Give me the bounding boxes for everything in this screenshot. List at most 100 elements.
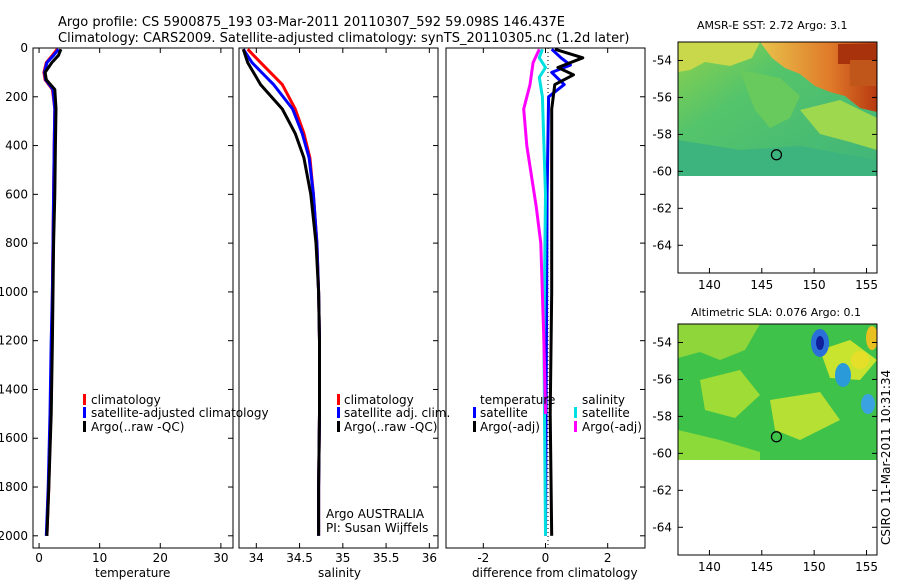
map-x-tick-label: 155 bbox=[855, 560, 878, 574]
series-line-argo-raw-qc- bbox=[43, 48, 63, 536]
sst-hot-patch bbox=[838, 44, 876, 64]
sla-low-eddy-2 bbox=[835, 363, 851, 387]
legend-heading-temperature: temperature bbox=[480, 393, 555, 407]
difference-legend: temperature satellite Argo(-adj) salinit… bbox=[473, 393, 642, 434]
map-x-tick-label: 140 bbox=[698, 278, 721, 292]
legend-label-satellite: satellite adj. clim. bbox=[344, 406, 450, 420]
sla-high-eddy bbox=[851, 351, 869, 369]
y-tick-label: 2000 bbox=[0, 529, 28, 543]
legend-swatch-climatology bbox=[337, 394, 340, 405]
sst-band-2 bbox=[800, 100, 877, 150]
salinity-plot-frame bbox=[238, 47, 439, 549]
map-x-tick-label: 140 bbox=[698, 560, 721, 574]
difference-series bbox=[522, 47, 645, 537]
sst-hot-patch-2 bbox=[850, 60, 876, 86]
sst-mild-region bbox=[678, 42, 760, 72]
map-y-tick-label: -56 bbox=[652, 90, 672, 104]
x-tick-label: 20 bbox=[153, 551, 168, 565]
legend-label-sal-argo: Argo(-adj) bbox=[582, 420, 642, 434]
y-tick-label: 200 bbox=[5, 90, 28, 104]
y-tick-label: 0 bbox=[20, 41, 28, 55]
temperature-plot-frame bbox=[32, 47, 234, 549]
argo-position-marker bbox=[770, 431, 783, 443]
x-tick-label: 30 bbox=[213, 551, 228, 565]
map-y-tick-label: -60 bbox=[652, 164, 672, 178]
salinity-axis-label: salinity bbox=[318, 566, 361, 580]
sst-map-frame bbox=[677, 41, 878, 274]
y-tick-label: 800 bbox=[5, 236, 28, 250]
sla-map-title: Altimetric SLA: 0.076 Argo: 0.1 bbox=[691, 306, 861, 319]
x-tick-label: 2 bbox=[604, 551, 612, 565]
legend-swatch-sal-argo bbox=[574, 421, 577, 432]
x-tick-label: 0 bbox=[35, 551, 43, 565]
difference-axis-label: difference from climatology bbox=[472, 566, 638, 580]
sla-high-3 bbox=[770, 392, 840, 440]
sst-band-1 bbox=[740, 70, 800, 128]
sla-low-eddy-3 bbox=[861, 394, 875, 414]
x-tick-label: 34 bbox=[249, 551, 264, 565]
map-y-tick-label: -58 bbox=[652, 409, 672, 423]
legend-label-temp-argo: Argo(-adj) bbox=[480, 420, 540, 434]
y-tick-label: 1400 bbox=[0, 382, 28, 396]
series-line-argo-raw-qc- bbox=[241, 48, 321, 536]
x-tick-label: 36 bbox=[422, 551, 437, 565]
header-line-2: Climatology: CARS2009. Satellite-adjuste… bbox=[58, 31, 630, 46]
map-y-tick-label: -60 bbox=[652, 446, 672, 460]
map-x-tick-label: 150 bbox=[803, 560, 826, 574]
difference-x-axis: -2 0 2 bbox=[477, 48, 612, 565]
legend-swatch-argo bbox=[337, 421, 340, 432]
x-tick-label: 35.5 bbox=[373, 551, 400, 565]
map-y-tick-label: -54 bbox=[652, 335, 672, 349]
sla-high-eddy-2 bbox=[866, 326, 877, 350]
sla-heatmap bbox=[678, 324, 877, 460]
legend-swatch-satellite bbox=[83, 407, 86, 418]
map-y-tick-label: -62 bbox=[652, 483, 672, 497]
sla-high-1 bbox=[678, 324, 760, 360]
sla-low-eddy-1-core bbox=[816, 336, 824, 350]
series-line-temperature-satellite bbox=[544, 48, 572, 536]
legend-label-satellite: satellite-adjusted climatology bbox=[91, 406, 269, 420]
legend-swatch-temp-satellite bbox=[473, 407, 476, 418]
map-y-tick-label: -62 bbox=[652, 201, 672, 215]
argo-position-marker bbox=[770, 149, 783, 161]
map-x-tick-label: 145 bbox=[750, 560, 773, 574]
map-x-tick-label: 155 bbox=[855, 278, 878, 292]
map-x-tick-label: 150 bbox=[803, 278, 826, 292]
y-tick-label: 1200 bbox=[0, 334, 28, 348]
series-line-satellite-adj-clim- bbox=[242, 48, 321, 536]
annotation-argo-australia: Argo AUSTRALIA bbox=[326, 507, 425, 521]
annotation-pi: PI: Susan Wijffels bbox=[326, 521, 428, 535]
map-y-tick-label: -64 bbox=[652, 520, 672, 534]
footer-stamp: CSIRO 11-Mar-2011 10:31:34 bbox=[879, 370, 893, 545]
sst-map-panel: AMSR-E SST: 2.72 Argo: 3.1 -54-56-58-60-… bbox=[652, 19, 878, 292]
map-y-tick-label: -56 bbox=[652, 372, 672, 386]
sst-argo-marker bbox=[770, 149, 783, 161]
x-tick-label: -2 bbox=[477, 551, 489, 565]
sst-heatmap bbox=[678, 42, 877, 176]
legend-swatch-temp-argo bbox=[473, 421, 476, 432]
sst-map-axes: -54 -56 -58 -60 -62 -64 140 145 150 155 bbox=[652, 53, 878, 292]
y-tick-label: 1600 bbox=[0, 431, 28, 445]
legend-label-climatology: climatology bbox=[344, 393, 414, 407]
y-tick-label: 1000 bbox=[0, 285, 28, 299]
sla-high-2 bbox=[700, 370, 760, 418]
temperature-axis-label: temperature bbox=[95, 566, 170, 580]
temperature-legend: climatology satellite-adjusted climatolo… bbox=[83, 393, 269, 434]
x-tick-label: 34.5 bbox=[286, 551, 313, 565]
legend-heading-salinity: salinity bbox=[582, 393, 625, 407]
salinity-panel: 34 34.5 35 35.5 36 salinity climatology sate… bbox=[238, 47, 450, 580]
legend-swatch-satellite bbox=[337, 407, 340, 418]
sst-cold-region bbox=[678, 140, 877, 176]
legend-label-argo: Argo(..raw -QC) bbox=[91, 420, 184, 434]
sla-map-axes: -54 -56 -58 -60 -62 -64 140 145 150 155 bbox=[652, 335, 878, 574]
series-line-temperature-argo-adj- bbox=[548, 47, 585, 536]
temperature-series bbox=[42, 47, 233, 537]
temperature-panel: 0 200 400 600 800 1000 1200 1400 1600 1800 2000 0 1… bbox=[0, 41, 269, 580]
y-tick-label: 1800 bbox=[0, 480, 28, 494]
salinity-series bbox=[241, 47, 438, 537]
legend-swatch-climatology bbox=[83, 394, 86, 405]
sla-high-5 bbox=[678, 430, 760, 460]
sst-map-title: AMSR-E SST: 2.72 Argo: 3.1 bbox=[697, 19, 848, 32]
map-y-tick-label: -54 bbox=[652, 53, 672, 67]
